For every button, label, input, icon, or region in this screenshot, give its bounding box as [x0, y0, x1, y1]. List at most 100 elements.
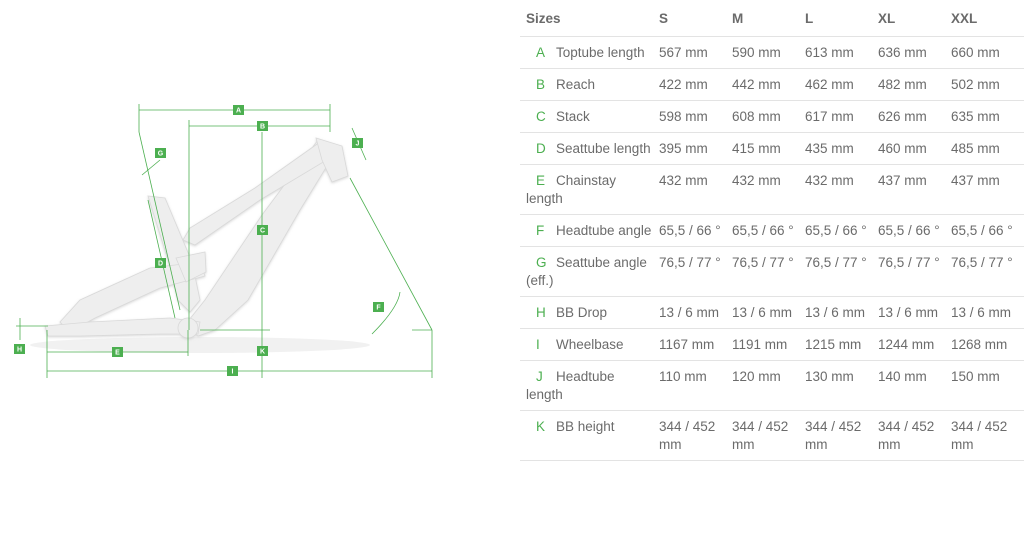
measurement-value: 76,5 / 77 ° — [799, 246, 872, 297]
label-A: A — [233, 105, 244, 115]
table-row: H BB Drop 13 / 6 mm 13 / 6 mm 13 / 6 mm 13 / … — [520, 296, 1024, 329]
measurement-value: 635 mm — [945, 100, 1024, 133]
measurement-value: 130 mm — [799, 360, 872, 411]
measurement-value: 65,5 / 66 ° — [726, 214, 799, 247]
geometry-table: Sizes S M L XL XXL A Toptube length 567 mm… — [520, 0, 1024, 461]
svg-text:J: J — [356, 141, 360, 148]
measurement-name: Chainstay length — [526, 173, 617, 206]
table-row: G Seattube angle (eff.) 76,5 / 77 ° 76,5 / … — [520, 246, 1024, 297]
measurement-letter: F — [536, 223, 545, 238]
measurement-value: 660 mm — [945, 36, 1024, 69]
measurement-value: 1215 mm — [799, 328, 872, 361]
measurement-name-cell: F Headtube angle — [520, 214, 653, 247]
size-header-xl: XL — [878, 11, 896, 26]
measurement-name: Stack — [556, 109, 590, 124]
label-G: G — [155, 148, 166, 158]
table-row: J Headtube length 110 mm 120 mm 130 mm 140 mm… — [520, 360, 1024, 411]
measurement-name-cell: A Toptube length — [520, 36, 653, 69]
measurement-name-cell: D Seattube length — [520, 132, 653, 165]
label-F: F — [373, 302, 384, 312]
svg-text:C: C — [260, 228, 265, 235]
label-B: B — [257, 121, 268, 131]
measurement-value: 344 / 452 mm — [653, 410, 726, 461]
measurement-value: 460 mm — [872, 132, 945, 165]
table-row: K BB height 344 / 452 mm 344 / 452 mm 344 / … — [520, 410, 1024, 461]
svg-text:I: I — [232, 369, 234, 376]
geometry-table-container: Sizes S M L XL XXL A Toptube length 567 mm… — [520, 0, 1024, 539]
svg-text:A: A — [236, 108, 241, 115]
measurement-value: 13 / 6 mm — [726, 296, 799, 329]
table-row: E Chainstay length 432 mm 432 mm 432 mm 437 m… — [520, 164, 1024, 215]
measurement-value: 608 mm — [726, 100, 799, 133]
measurement-name: Headtube length — [526, 369, 615, 402]
table-row: A Toptube length 567 mm 590 mm 613 mm 636 mm 6… — [520, 36, 1024, 69]
measurement-value: 1244 mm — [872, 328, 945, 361]
measurement-letter: C — [536, 109, 546, 124]
measurement-name-cell: G Seattube angle (eff.) — [520, 246, 653, 297]
table-row: B Reach 422 mm 442 mm 462 mm 482 mm 502 mm — [520, 68, 1024, 101]
measurement-value: 485 mm — [945, 132, 1024, 165]
measurement-name-cell: H BB Drop — [520, 296, 653, 329]
measurement-name: BB Drop — [556, 305, 608, 320]
frame-geometry-svg: A B C D E F G H I J K — [14, 104, 433, 378]
measurement-name-cell: E Chainstay length — [520, 164, 653, 215]
measurement-value: 613 mm — [799, 36, 872, 69]
measurement-value: 1268 mm — [945, 328, 1024, 361]
table-row: C Stack 598 mm 608 mm 617 mm 626 mm 635 mm — [520, 100, 1024, 133]
label-H: H — [14, 344, 25, 354]
measurement-value: 65,5 / 66 ° — [653, 214, 726, 247]
measurement-value: 140 mm — [872, 360, 945, 411]
measurement-name: Toptube length — [556, 45, 645, 60]
measurement-name-cell: C Stack — [520, 100, 653, 133]
measurement-name: Headtube angle — [556, 223, 652, 238]
svg-text:H: H — [17, 347, 22, 354]
measurement-letter: I — [536, 337, 540, 352]
measurement-name: BB height — [556, 419, 615, 434]
measurement-value: 626 mm — [872, 100, 945, 133]
svg-text:E: E — [115, 350, 120, 357]
measurement-value: 432 mm — [653, 164, 726, 215]
table-body: A Toptube length 567 mm 590 mm 613 mm 636 mm 6… — [520, 36, 1024, 461]
measurement-value: 598 mm — [653, 100, 726, 133]
measurement-value: 1167 mm — [653, 328, 726, 361]
down-tube — [184, 139, 339, 337]
measurement-letter: E — [536, 173, 546, 188]
measurement-name: Wheelbase — [556, 337, 624, 352]
label-I: I — [227, 366, 238, 376]
measurement-letter: K — [536, 419, 546, 434]
measurement-value: 437 mm — [945, 164, 1024, 215]
table-header-row: Sizes S M L XL XXL — [520, 0, 1024, 37]
measurement-name-cell: I Wheelbase — [520, 328, 653, 361]
measurement-value: 65,5 / 66 ° — [799, 214, 872, 247]
measurement-value: 344 / 452 mm — [726, 410, 799, 461]
measurement-value: 502 mm — [945, 68, 1024, 101]
measurement-value: 13 / 6 mm — [872, 296, 945, 329]
svg-text:F: F — [376, 305, 381, 312]
seat-tube — [147, 195, 201, 313]
measurement-letter: H — [536, 305, 546, 320]
measurement-letter: A — [536, 45, 546, 60]
table-row: I Wheelbase 1167 mm 1191 mm 1215 mm 1244 mm 12… — [520, 328, 1024, 361]
measurement-value: 76,5 / 77 ° — [945, 246, 1024, 297]
measurement-value: 65,5 / 66 ° — [945, 214, 1024, 247]
measurement-letter: J — [536, 369, 543, 384]
measurement-value: 344 / 452 mm — [945, 410, 1024, 461]
label-K: K — [257, 346, 268, 356]
svg-text:B: B — [260, 124, 265, 131]
label-J: J — [352, 138, 363, 148]
measurement-value: 590 mm — [726, 36, 799, 69]
size-header-l: L — [805, 11, 814, 26]
head-tube — [315, 137, 349, 183]
ground-shadow — [30, 337, 370, 353]
measurement-name-cell: K BB height — [520, 410, 653, 461]
measurement-value: 395 mm — [653, 132, 726, 165]
geometry-diagram: A B C D E F G H I J K — [14, 104, 433, 378]
svg-text:G: G — [158, 151, 164, 158]
measurement-name: Seattube angle (eff.) — [526, 255, 647, 288]
size-header-xxl: XXL — [951, 11, 978, 26]
measurement-value: 422 mm — [653, 68, 726, 101]
size-header-s: S — [659, 11, 669, 26]
size-header-m: M — [732, 11, 744, 26]
measurement-name: Reach — [556, 77, 596, 92]
sizes-header: Sizes — [526, 11, 561, 26]
